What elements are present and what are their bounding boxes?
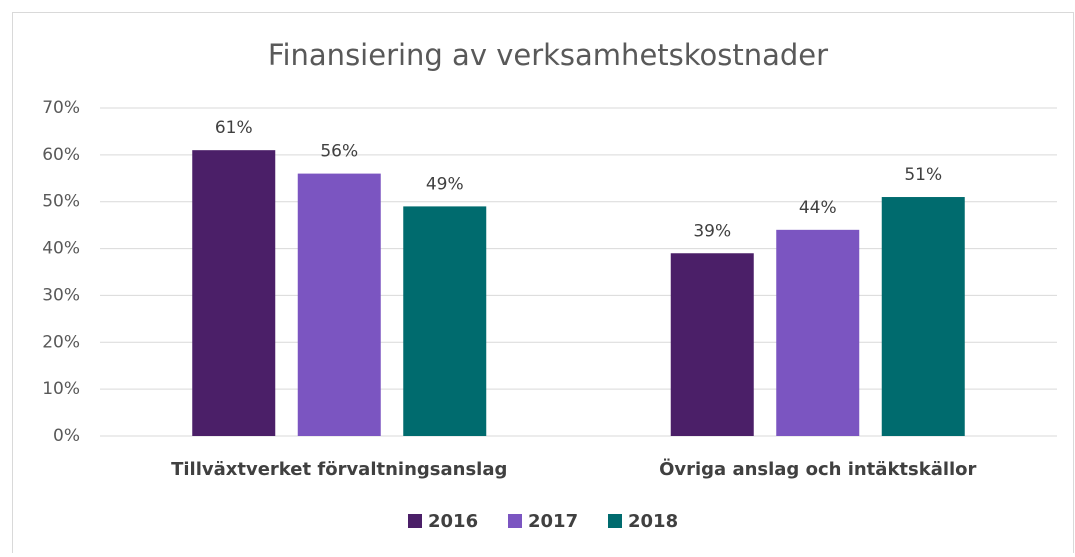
y-tick-label: 20% bbox=[42, 332, 80, 352]
data-label: 44% bbox=[799, 198, 837, 218]
legend-label: 2016 bbox=[428, 511, 478, 532]
y-tick-label: 70% bbox=[42, 98, 80, 118]
x-tick-label: Övriga anslag och intäktskällor bbox=[659, 458, 976, 480]
bar bbox=[403, 206, 487, 436]
data-label: 49% bbox=[426, 174, 464, 194]
legend-label: 2017 bbox=[528, 511, 578, 532]
data-label: 56% bbox=[320, 142, 358, 162]
data-label: 61% bbox=[215, 118, 253, 138]
legend-swatch bbox=[608, 514, 622, 528]
data-label: 51% bbox=[904, 165, 942, 185]
x-tick-label: Tillväxtverket förvaltningsanslag bbox=[171, 459, 507, 480]
y-tick-label: 40% bbox=[42, 239, 80, 259]
y-tick-label: 60% bbox=[42, 145, 80, 165]
y-tick-label: 10% bbox=[42, 379, 80, 399]
y-tick-label: 50% bbox=[42, 192, 80, 212]
data-label: 39% bbox=[693, 221, 731, 241]
chart-title: Finansiering av verksamhetskostnader bbox=[268, 38, 828, 72]
bar bbox=[776, 229, 860, 436]
y-tick-label: 0% bbox=[53, 426, 80, 446]
bar bbox=[670, 253, 754, 436]
bar bbox=[297, 173, 381, 436]
legend-swatch bbox=[508, 514, 522, 528]
legend-label: 2018 bbox=[628, 511, 678, 532]
bar bbox=[881, 197, 965, 436]
y-tick-label: 30% bbox=[42, 285, 80, 305]
legend-swatch bbox=[408, 514, 422, 528]
bar bbox=[192, 150, 276, 436]
